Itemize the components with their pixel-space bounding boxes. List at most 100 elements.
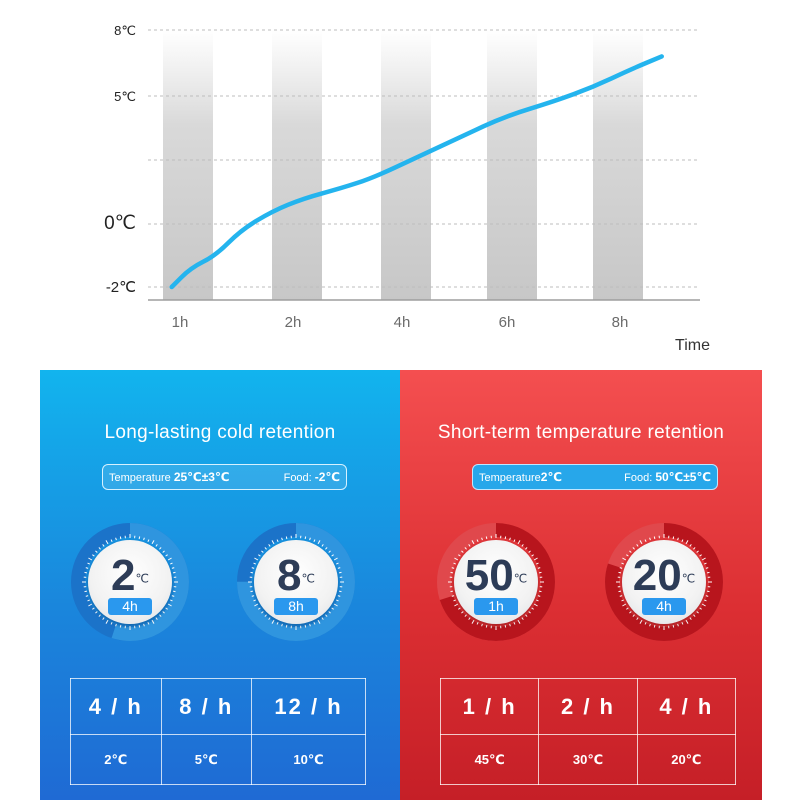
dial-value: 50℃ xyxy=(454,554,538,600)
dial-tick xyxy=(119,536,122,540)
dial-tick xyxy=(528,611,531,614)
warm-retention-table: 1 / h 2 / h 4 / h 45℃ 30℃ 20℃ xyxy=(439,678,737,785)
dial-tick xyxy=(621,562,625,565)
dial-ring xyxy=(437,523,555,641)
dial-tick xyxy=(504,624,507,628)
chart-band-5 xyxy=(593,30,643,300)
dial-unit: ℃ xyxy=(513,571,528,586)
warm-info-temperature: Temperature2℃ xyxy=(479,470,562,484)
dial-tick xyxy=(533,603,538,607)
dial-tick xyxy=(525,547,528,550)
dial-tick xyxy=(537,595,541,597)
cold-info-temperature: Temperature 25℃±3℃ xyxy=(109,470,230,484)
dial-tick xyxy=(513,539,516,543)
cold-info-pill: Temperature 25℃±3℃ Food: -2℃ xyxy=(102,464,347,490)
cold-dial-2: 8℃ 8h xyxy=(236,522,356,642)
dial-tick xyxy=(451,567,455,569)
dial-tick xyxy=(461,611,464,614)
table-cell: 45℃ xyxy=(439,734,540,785)
dial-tick xyxy=(461,550,464,553)
dial-tick xyxy=(458,607,461,610)
dial-number: 20 xyxy=(632,551,682,600)
dial-tick xyxy=(331,554,334,557)
dial-tick xyxy=(261,611,264,614)
dial-tick xyxy=(264,614,267,617)
chart-band-4 xyxy=(487,30,537,300)
dial-tick xyxy=(677,537,679,541)
dial-tick xyxy=(253,562,257,565)
dial-tick xyxy=(454,557,459,561)
dial-tick xyxy=(636,617,639,620)
dial-tick xyxy=(85,595,89,597)
dial-unit: ℃ xyxy=(681,571,696,586)
dial-tick xyxy=(538,571,542,574)
dial-tick xyxy=(521,617,524,620)
dial-tick xyxy=(538,590,542,593)
dial-tick xyxy=(335,562,339,565)
dial-tick xyxy=(685,619,689,624)
dial-tick xyxy=(253,599,257,602)
dial-tick xyxy=(159,547,162,550)
x-tick-label: 8h xyxy=(612,314,629,331)
table-cell: 2℃ xyxy=(70,734,162,785)
dial-tick xyxy=(317,619,321,624)
dial-tick xyxy=(110,621,113,625)
dial-tick xyxy=(649,623,651,627)
dial-tick xyxy=(696,611,699,614)
dial-tick xyxy=(254,557,259,561)
dial-tick xyxy=(271,619,275,624)
warm-retention-panel: Short-term temperature retention Tempera… xyxy=(400,370,762,800)
warm-info-food-label: Food: xyxy=(624,472,653,484)
dial-tick xyxy=(88,603,93,607)
dial-duration-badge: 8h xyxy=(274,598,318,615)
cold-retention-table: 4 / h 8 / h 12 / h 2℃ 5℃ 10℃ xyxy=(70,678,366,785)
y-tick-label: 8℃ xyxy=(114,23,136,38)
dial-tick xyxy=(696,550,699,553)
dial-tick xyxy=(705,567,709,569)
y-tick-label: 0℃ xyxy=(104,213,136,234)
table-row: 45℃ 30℃ 20℃ xyxy=(439,734,737,785)
dial-tick xyxy=(705,595,709,597)
dial-tick xyxy=(321,617,324,620)
warm-info-pill: Temperature2℃ Food: 50℃±5℃ xyxy=(472,464,718,490)
dial-tick xyxy=(115,623,117,627)
dial-tick xyxy=(98,614,101,617)
chart-band-3 xyxy=(381,30,431,300)
x-tick-label: 6h xyxy=(499,314,516,331)
table-cell: 5℃ xyxy=(160,734,253,785)
table-header-row: 4 / h 8 / h 12 / h xyxy=(70,678,366,735)
dial-tick xyxy=(268,544,271,547)
cold-info-food: Food: -2℃ xyxy=(284,470,340,484)
dial-tick xyxy=(485,536,488,540)
table-header-cell: 2 / h xyxy=(538,678,638,735)
dial-tick xyxy=(639,540,643,545)
dial-tick xyxy=(85,567,89,569)
dial-tick xyxy=(458,554,461,557)
dial-tick xyxy=(703,562,707,565)
temperature-line-chart: 8℃ 5℃ 0℃ -2℃ 1h 2h 4h 6h 8h Time xyxy=(0,0,800,370)
dial-tick xyxy=(325,547,328,550)
dial-tick xyxy=(619,595,623,597)
dial-progress-arc xyxy=(71,523,189,641)
dial-duration-badge: 1h xyxy=(474,598,518,615)
dial-tick xyxy=(276,539,279,543)
dial-tick xyxy=(143,537,145,541)
dial-progress-arc xyxy=(437,523,555,641)
dial-tick xyxy=(250,571,254,574)
dial-tick xyxy=(450,571,454,574)
dial-tick xyxy=(453,599,457,602)
dial-tick xyxy=(309,537,311,541)
chart-canvas: 8℃ 5℃ 0℃ -2℃ 1h 2h 4h 6h 8h Time xyxy=(104,23,710,354)
x-tick-label: 4h xyxy=(394,314,411,331)
dial-tick xyxy=(672,536,675,540)
dial-tick xyxy=(143,623,145,627)
dial-tick xyxy=(165,607,168,610)
dial-tick xyxy=(313,539,316,543)
table-row: 2℃ 5℃ 10℃ xyxy=(70,734,366,785)
warm-info-food-value: 50℃±5℃ xyxy=(655,470,711,484)
dial-ring xyxy=(71,523,189,641)
dial-tick xyxy=(706,571,710,574)
dial-tick xyxy=(251,567,255,569)
dial-tick xyxy=(317,540,321,545)
dial-tick xyxy=(167,557,172,561)
